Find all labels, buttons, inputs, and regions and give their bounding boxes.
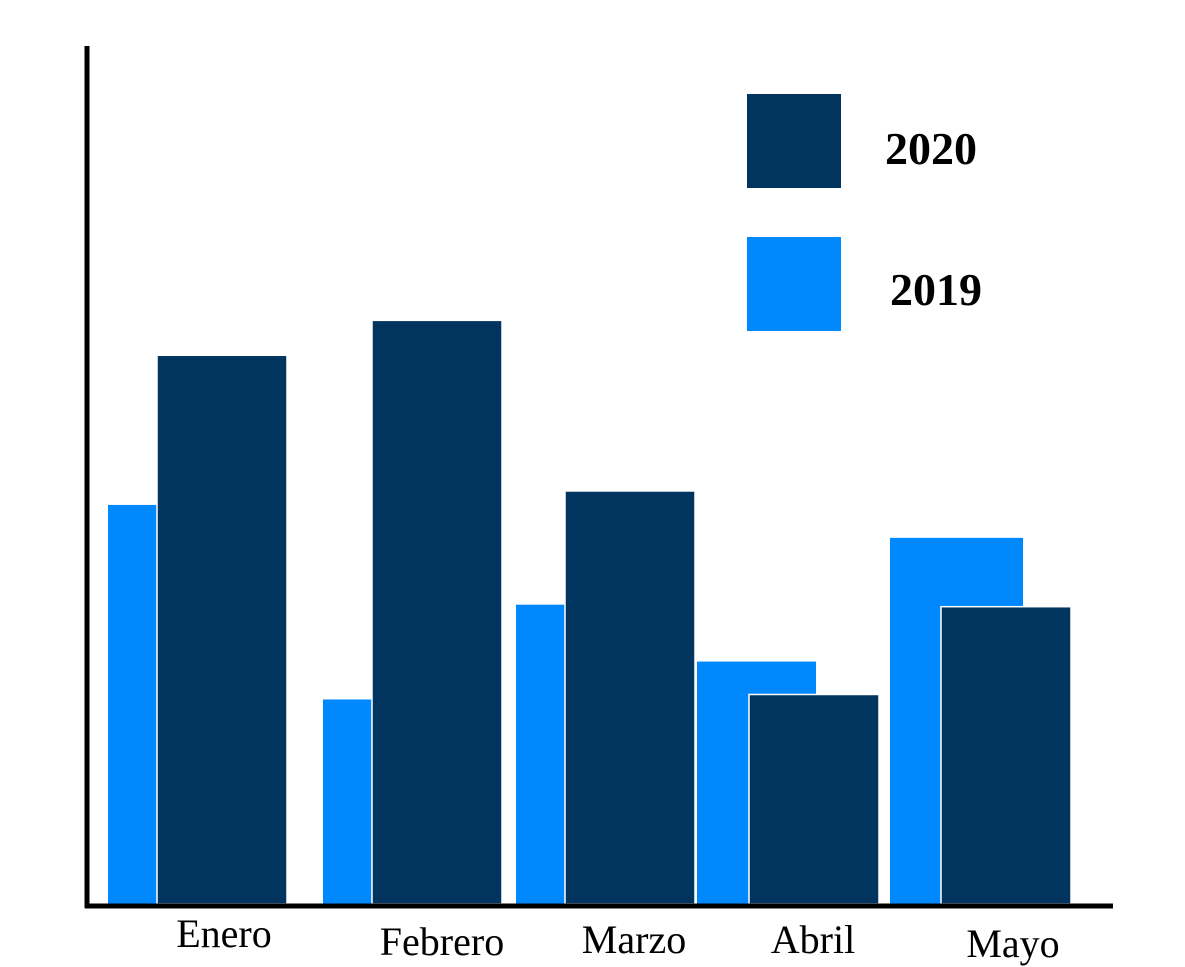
x-tick-label-abril: Abril xyxy=(771,917,855,962)
bar-2020-abril xyxy=(748,693,880,905)
legend-label-2020: 2020 xyxy=(885,123,977,174)
bar-2020-febrero xyxy=(371,319,503,905)
legend-swatch-2019 xyxy=(747,237,841,331)
x-tick-labels: Enero Febrero Marzo Abril Mayo xyxy=(176,911,1059,966)
bar-2020-mayo xyxy=(940,605,1072,905)
x-tick-label-mayo: Mayo xyxy=(966,921,1059,966)
bar-2020-enero xyxy=(156,354,288,905)
x-tick-label-marzo: Marzo xyxy=(582,917,686,962)
legend-label-2019: 2019 xyxy=(890,264,982,315)
x-tick-label-enero: Enero xyxy=(176,911,272,956)
bar-2020-marzo xyxy=(564,490,696,905)
series-2020-bars xyxy=(156,319,1072,905)
legend-swatch-2020 xyxy=(747,94,841,188)
legend: 2020 2019 xyxy=(747,94,982,331)
x-tick-label-febrero: Febrero xyxy=(380,919,504,964)
